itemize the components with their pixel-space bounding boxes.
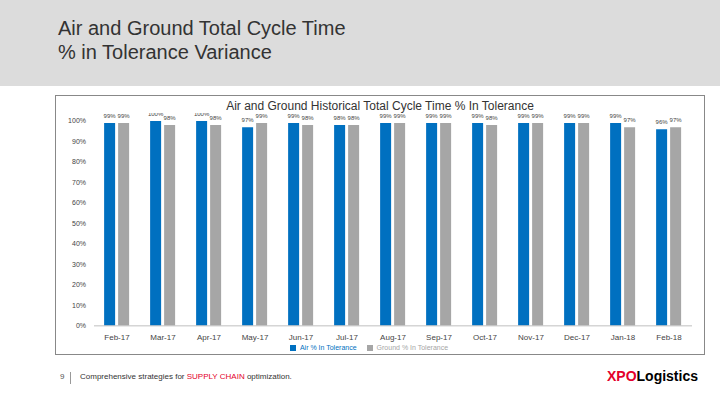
svg-text:99%: 99% bbox=[288, 113, 301, 119]
svg-text:10%: 10% bbox=[72, 302, 86, 309]
html-text:Comprehensive strategies for S: Comprehensive strategies for SUPPLY CHAI… bbox=[80, 372, 292, 381]
svg-text:96%: 96% bbox=[656, 119, 669, 125]
svg-text:98%: 98% bbox=[486, 115, 499, 121]
svg-text:100%: 100% bbox=[194, 113, 210, 117]
svg-text:99%: 99% bbox=[472, 113, 485, 119]
svg-text:Aug-17: Aug-17 bbox=[380, 333, 406, 342]
svg-text:99%: 99% bbox=[394, 113, 407, 119]
svg-text:99%: 99% bbox=[256, 113, 269, 119]
svg-text:Oct-17: Oct-17 bbox=[473, 333, 498, 342]
svg-text:Apr-17: Apr-17 bbox=[197, 333, 222, 342]
html-text:% in Tolerance Variance: % in Tolerance Variance bbox=[58, 41, 272, 63]
svg-text:40%: 40% bbox=[72, 240, 86, 247]
svg-text:98%: 98% bbox=[164, 115, 177, 121]
svg-text:97%: 97% bbox=[242, 117, 255, 123]
svg-text:99%: 99% bbox=[532, 113, 545, 119]
svg-text:100%: 100% bbox=[68, 117, 86, 124]
html-text:Air and Ground Total Cycle Tim: Air and Ground Total Cycle Time bbox=[58, 17, 346, 39]
svg-text:99%: 99% bbox=[380, 113, 393, 119]
svg-text:99%: 99% bbox=[578, 113, 591, 119]
svg-text:99%: 99% bbox=[426, 113, 439, 119]
svg-text:99%: 99% bbox=[564, 113, 577, 119]
svg-text:50%: 50% bbox=[72, 220, 86, 227]
html-text:Air % In Tolerance: Air % In Tolerance bbox=[299, 343, 357, 351]
svg-text:99%: 99% bbox=[610, 113, 623, 119]
svg-text:60%: 60% bbox=[72, 199, 86, 206]
svg-text:100%: 100% bbox=[148, 113, 164, 117]
svg-text:Nov-17: Nov-17 bbox=[518, 333, 544, 342]
svg-text:97%: 97% bbox=[624, 117, 637, 123]
svg-text:80%: 80% bbox=[72, 158, 86, 165]
svg-text:98%: 98% bbox=[302, 115, 315, 121]
svg-text:Sep-17: Sep-17 bbox=[426, 333, 452, 342]
svg-text:90%: 90% bbox=[72, 138, 86, 145]
html-text:Ground % In Tolerance: Ground % In Tolerance bbox=[376, 343, 449, 351]
svg-text:20%: 20% bbox=[72, 281, 86, 288]
svg-text:0%: 0% bbox=[76, 322, 86, 329]
svg-text:Feb-17: Feb-17 bbox=[104, 333, 130, 342]
svg-text:98%: 98% bbox=[334, 115, 347, 121]
svg-text:May-17: May-17 bbox=[242, 333, 269, 342]
html-text:Air and Ground Historical Tota: Air and Ground Historical Total Cycle Ti… bbox=[226, 99, 534, 113]
svg-text:99%: 99% bbox=[104, 113, 117, 119]
svg-text:98%: 98% bbox=[210, 115, 223, 121]
svg-text:Jul-17: Jul-17 bbox=[336, 333, 358, 342]
svg-text:Dec-17: Dec-17 bbox=[564, 333, 590, 342]
svg-text:Feb-18: Feb-18 bbox=[656, 333, 682, 342]
svg-text:30%: 30% bbox=[72, 261, 86, 268]
svg-text:Jan-18: Jan-18 bbox=[611, 333, 636, 342]
svg-text:70%: 70% bbox=[72, 179, 86, 186]
svg-text:Jun-17: Jun-17 bbox=[289, 333, 314, 342]
svg-text:99%: 99% bbox=[440, 113, 453, 119]
svg-text:98%: 98% bbox=[348, 115, 361, 121]
svg-text:Mar-17: Mar-17 bbox=[150, 333, 176, 342]
html-text:XPO Logistics: XPO Logistics bbox=[607, 368, 698, 384]
svg-text:99%: 99% bbox=[118, 113, 131, 119]
html-text:9: 9 bbox=[60, 372, 65, 381]
svg-text:99%: 99% bbox=[518, 113, 531, 119]
svg-text:97%: 97% bbox=[670, 117, 683, 123]
